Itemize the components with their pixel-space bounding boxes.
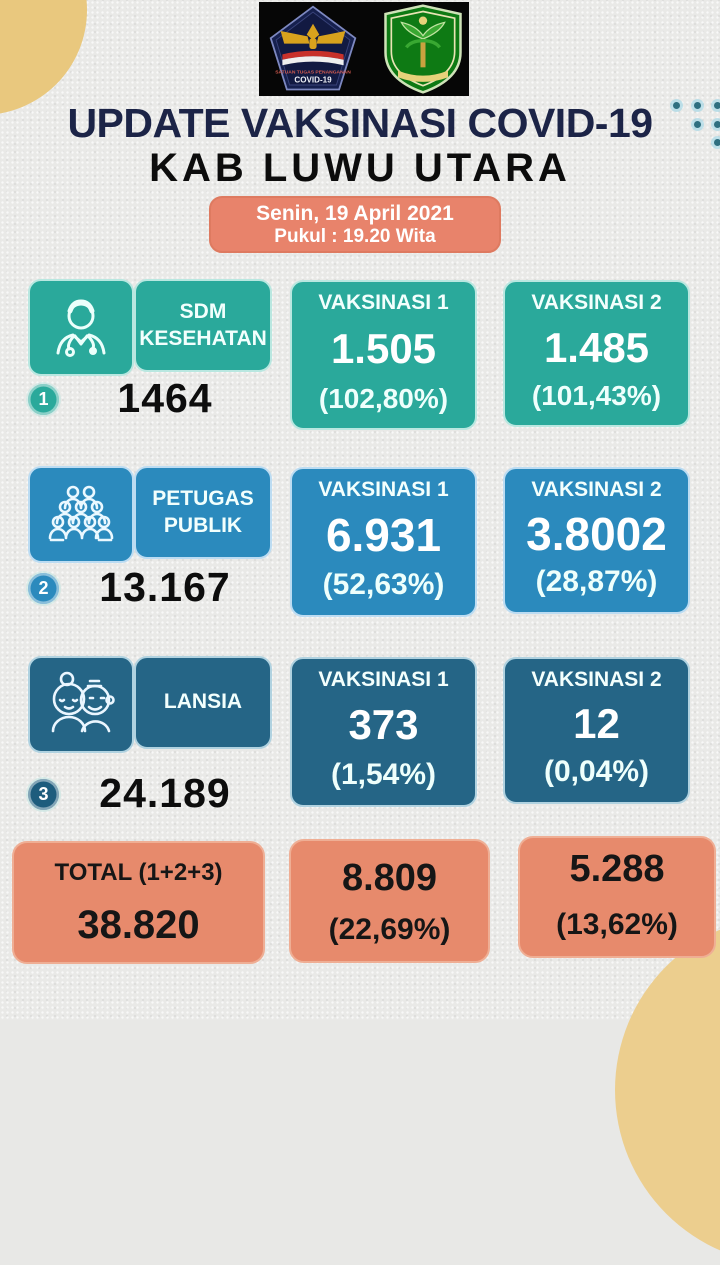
crowd-icon — [28, 466, 134, 563]
vax2-box-petugas: VAKSINASI 2 3.8002 (28,87%) — [503, 467, 690, 614]
vax1-box-petugas: VAKSINASI 1 6.931 (52,63%) — [290, 467, 477, 617]
vax1-value: 6.931 — [325, 509, 442, 561]
vax1-value: 373 — [348, 701, 419, 748]
total-vax2-value: 5.288 — [569, 848, 665, 890]
vax1-box-sdm: VAKSINASI 1 1.505 (102,80%) — [290, 280, 477, 430]
doctor-icon — [28, 279, 134, 376]
time-text: Pukul : 19.20 Wita — [274, 225, 436, 247]
target-population: 13.167 — [99, 564, 231, 610]
vax1-value: 1.505 — [330, 325, 437, 372]
covid-taskforce-logo: SATUAN TUGAS PENANGANAN COVID-19 — [263, 4, 363, 94]
total-vax2-box: 5.288 (13,62%) — [518, 836, 716, 958]
category-label: SDM KESEHATAN — [134, 279, 272, 372]
vax1-title: VAKSINASI 1 — [318, 291, 449, 314]
elderly-couple-icon — [28, 656, 134, 753]
yellow-circle-decoration-topleft — [0, 0, 87, 115]
total-vax1-box: 8.809 (22,69%) — [289, 839, 490, 963]
date-badge: Senin, 19 April 2021 Pukul : 19.20 Wita — [209, 196, 501, 253]
vax2-percent: (101,43%) — [531, 380, 662, 411]
row-sdm-kesehatan: SDM KESEHATAN VAKSINASI 1 1.505 (102,80%… — [0, 277, 720, 457]
vax2-percent: (0,04%) — [543, 755, 650, 788]
vax1-box-lansia: VAKSINASI 1 373 (1,54%) — [290, 657, 477, 807]
vax2-value: 1.485 — [543, 323, 650, 371]
svg-text:COVID-19: COVID-19 — [294, 75, 332, 84]
row-number-badge: 1 — [28, 384, 59, 415]
vax2-box-sdm: VAKSINASI 2 1.485 (101,43%) — [503, 280, 690, 427]
date-text: Senin, 19 April 2021 — [256, 201, 454, 225]
target-population: 24.189 — [99, 770, 231, 816]
total-box: TOTAL (1+2+3) 38.820 — [12, 841, 265, 964]
vax2-title: VAKSINASI 2 — [531, 291, 662, 314]
vax2-title: VAKSINASI 2 — [531, 478, 662, 501]
total-vax2-percent: (13,62%) — [556, 908, 678, 941]
total-label: TOTAL (1+2+3) — [54, 859, 223, 886]
vax1-percent: (102,80%) — [318, 383, 449, 414]
row-lansia: LANSIA VAKSINASI 1 373 (1,54%) VAKSINASI… — [0, 654, 720, 834]
vax2-value: 12 — [573, 699, 620, 747]
total-vax1-value: 8.809 — [341, 857, 438, 899]
row-petugas-publik: PETUGAS PUBLIK VAKSINASI 1 6.931 (52,63%… — [0, 464, 720, 644]
category-label: PETUGAS PUBLIK — [134, 466, 272, 559]
svg-text:SATUAN TUGAS PENANGANAN: SATUAN TUGAS PENANGANAN — [275, 69, 351, 75]
vax2-percent: (28,87%) — [535, 565, 658, 598]
vax1-title: VAKSINASI 1 — [318, 668, 449, 691]
vax1-percent: (1,54%) — [330, 758, 437, 791]
row-number-badge: 3 — [28, 779, 59, 810]
total-vax1-percent: (22,69%) — [328, 913, 451, 946]
luwu-utara-crest-logo — [381, 4, 465, 94]
vax2-title: VAKSINASI 2 — [531, 668, 662, 691]
vax1-percent: (52,63%) — [322, 568, 445, 601]
page-title: UPDATE VAKSINASI COVID-19 — [67, 100, 653, 146]
vax2-box-lansia: VAKSINASI 2 12 (0,04%) — [503, 657, 690, 804]
logo-bar: SATUAN TUGAS PENANGANAN COVID-19 — [259, 2, 469, 96]
category-label: LANSIA — [134, 656, 272, 749]
total-value: 38.820 — [77, 903, 200, 947]
vax2-value: 3.8002 — [526, 507, 667, 560]
row-number-badge: 2 — [28, 573, 59, 604]
page-subtitle: KAB LUWU UTARA — [149, 146, 571, 190]
yellow-circle-decoration-bottomright — [615, 915, 720, 1265]
vax1-title: VAKSINASI 1 — [318, 478, 449, 501]
target-population: 1464 — [117, 375, 213, 421]
